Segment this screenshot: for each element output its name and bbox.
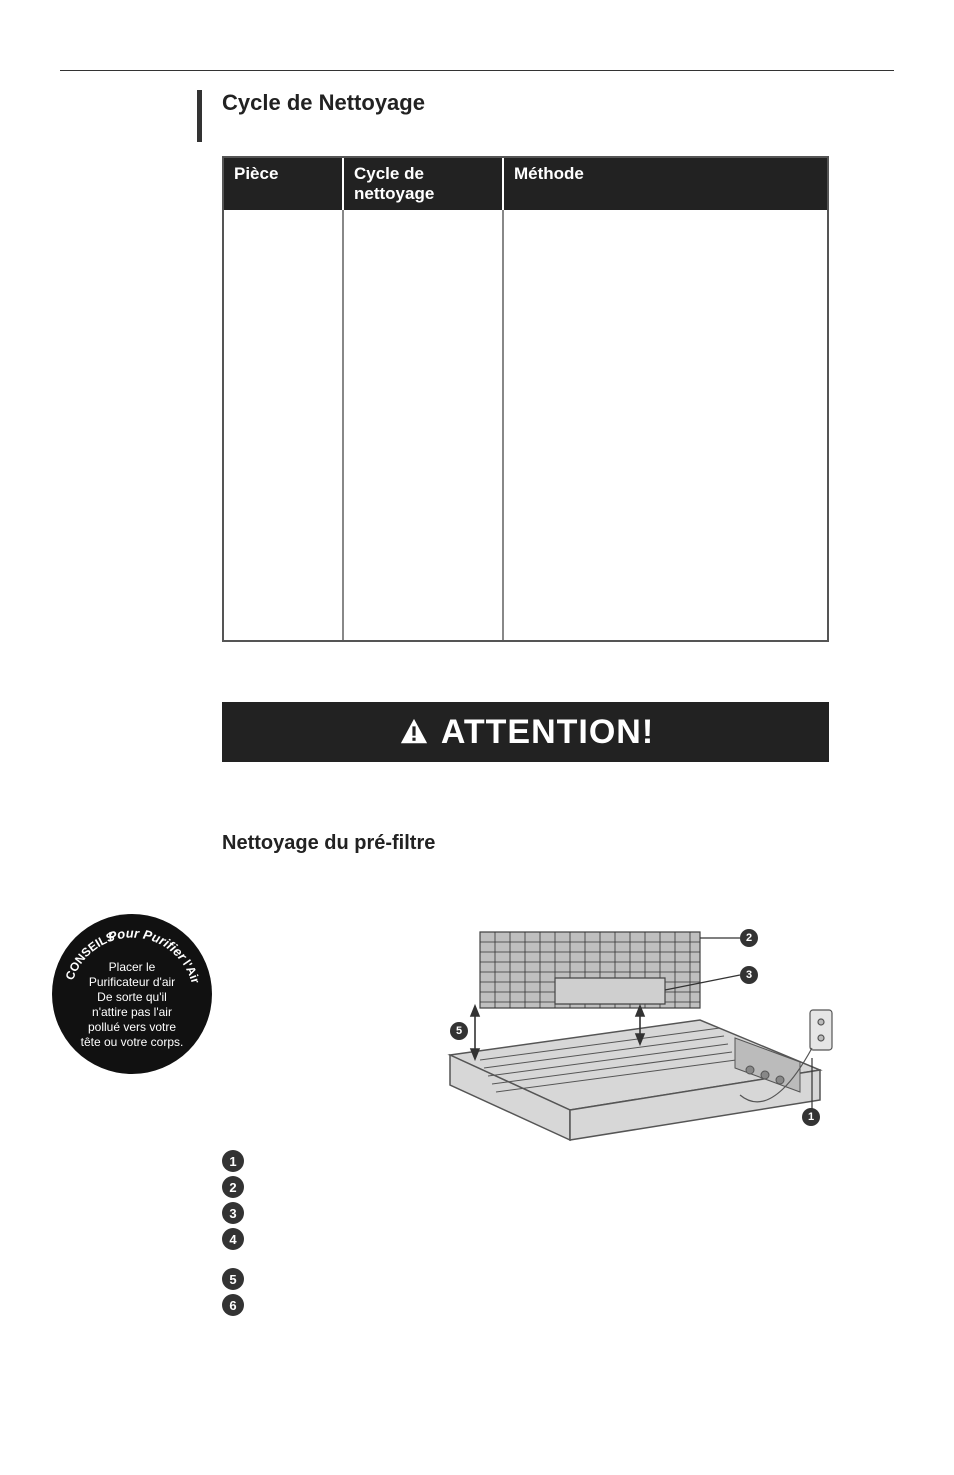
top-horizontal-rule [60, 70, 894, 71]
section-title: Cycle de Nettoyage [222, 90, 862, 116]
table-body-col2 [344, 210, 504, 640]
svg-text:l'Air: l'Air [180, 957, 203, 985]
table-body [224, 210, 827, 640]
svg-text:Pour Purifier: Pour Purifier [106, 926, 190, 964]
step-bubble: 4 [222, 1228, 244, 1250]
step-bubble: 1 [222, 1150, 244, 1172]
table-col-header-method: Méthode [504, 158, 827, 210]
device-illustration-icon [440, 920, 840, 1150]
tip-arc-top: Pour Purifier [106, 926, 190, 964]
table-col-header-part: Pièce [224, 158, 344, 210]
table-body-col1 [224, 210, 344, 640]
table-header-row: Pièce Cycle de nettoyage Méthode [224, 158, 827, 210]
step-bubble: 3 [222, 1202, 244, 1224]
svg-text:CONSEILS: CONSEILS [63, 929, 117, 982]
step-bubble: 5 [222, 1268, 244, 1290]
attention-label: ATTENTION! [441, 713, 654, 752]
attention-banner: ATTENTION! [222, 702, 829, 762]
gutter-vertical-bar [197, 90, 202, 142]
table-col-header-cycle: Cycle de nettoyage [344, 158, 504, 210]
diagram-callout: 2 [740, 929, 758, 947]
table-body-col3 [504, 210, 827, 640]
prefilter-diagram: 2 3 5 1 [440, 920, 840, 1150]
cleaning-cycle-table: Pièce Cycle de nettoyage Méthode [222, 156, 829, 642]
tip-arc-left: CONSEILS [63, 929, 117, 982]
main-content: Cycle de Nettoyage Pièce Cycle de nettoy… [222, 90, 862, 855]
step-bubble: 6 [222, 1294, 244, 1316]
diagram-callout: 5 [450, 1022, 468, 1040]
tip-circle-badge: CONSEILS Pour Purifier l'Air Placer le P… [52, 914, 212, 1074]
tip-arc-right: l'Air [180, 957, 203, 985]
diagram-callout: 3 [740, 966, 758, 984]
tip-arc-text-icon: CONSEILS Pour Purifier l'Air [50, 912, 214, 1076]
step-bubble: 2 [222, 1176, 244, 1198]
step-gap [222, 1254, 244, 1268]
prefilter-heading: Nettoyage du pré-filtre [222, 832, 862, 855]
warning-triangle-icon [397, 715, 431, 749]
diagram-callout: 1 [802, 1108, 820, 1126]
step-numbers-column: 1 2 3 4 5 6 [222, 1150, 244, 1320]
